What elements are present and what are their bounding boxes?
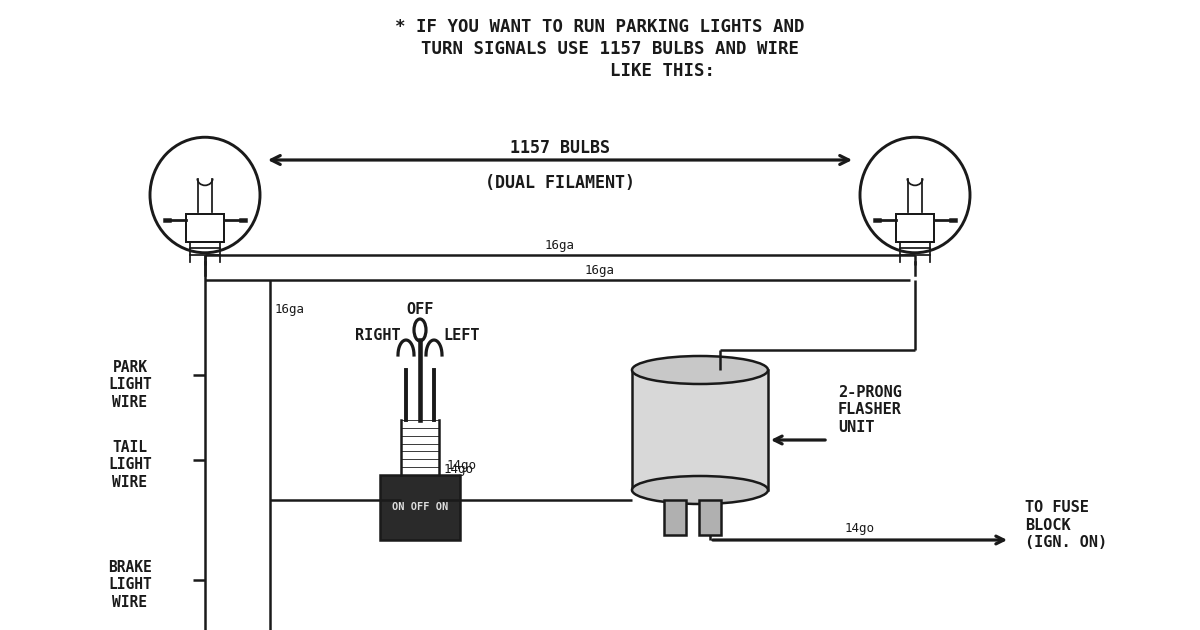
Text: 14go: 14go [446,459,478,471]
Bar [186,214,224,242]
Text: 16ga: 16ga [275,304,305,316]
Ellipse shape [632,476,768,504]
Text: BRAKE
LIGHT
WIRE: BRAKE LIGHT WIRE [108,560,152,610]
Text: RIGHT: RIGHT [355,328,401,343]
Text: LIKE THIS:: LIKE THIS: [485,62,715,80]
Bar [664,500,686,535]
Text: ON OFF ON: ON OFF ON [392,503,448,512]
Bar [380,475,460,540]
Text: 14go: 14go [444,464,474,476]
Text: (DUAL FILAMENT): (DUAL FILAMENT) [485,174,635,192]
Text: 2-PRONG
FLASHER
UNIT: 2-PRONG FLASHER UNIT [838,385,902,435]
Text: 1157 BULBS: 1157 BULBS [510,139,610,157]
Bar [895,214,935,242]
Text: 14go: 14go [845,522,875,535]
Text: TAIL
LIGHT
WIRE: TAIL LIGHT WIRE [108,440,152,490]
Text: TURN SIGNALS USE 1157 BULBS AND WIRE: TURN SIGNALS USE 1157 BULBS AND WIRE [401,40,799,58]
Text: LEFT: LEFT [444,328,480,343]
Bar [698,500,721,535]
Text: 16ga: 16ga [586,264,616,277]
Text: OFF: OFF [407,302,433,318]
Text: PARK
LIGHT
WIRE: PARK LIGHT WIRE [108,360,152,410]
Text: TO FUSE
BLOCK
(IGN. ON): TO FUSE BLOCK (IGN. ON) [1025,500,1108,550]
Ellipse shape [632,356,768,384]
Text: 16ga: 16ga [545,239,575,252]
Text: * IF YOU WANT TO RUN PARKING LIGHTS AND: * IF YOU WANT TO RUN PARKING LIGHTS AND [395,18,805,36]
Bar [632,370,768,490]
